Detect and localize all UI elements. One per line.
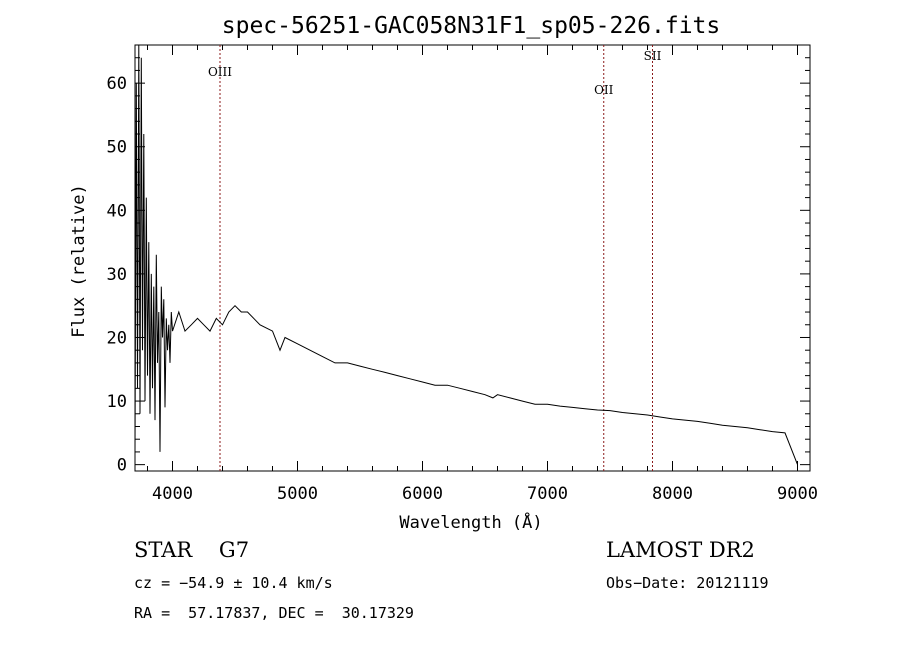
redshift-velocity: cz = −54.9 ± 10.4 km/s: [134, 574, 333, 592]
y-tick-label: 50: [107, 138, 127, 158]
coordinates: RA = 57.17837, DEC = 30.17329: [134, 604, 414, 622]
x-tick-label: 5000: [277, 484, 318, 504]
x-tick-label: 4000: [152, 484, 193, 504]
line-label-oiii: OIII: [208, 65, 232, 79]
x-tick-label: 9000: [777, 484, 818, 504]
observation-date: Obs−Date: 20121119: [606, 574, 769, 592]
spectrum-series: [134, 44, 798, 465]
plot-area: 4000 5000 6000 7000 8000 9000 0 10 20 30 40 50 60 OII…: [107, 44, 818, 504]
x-tick-label: 6000: [402, 484, 443, 504]
x-tick-label: 8000: [652, 484, 693, 504]
survey-name: LAMOST DR2: [606, 538, 755, 562]
plot-frame: [134, 44, 811, 472]
y-tick-label: 20: [107, 328, 127, 348]
x-tick-label: 7000: [527, 484, 568, 504]
y-axis-label: Flux (relative): [69, 184, 89, 338]
y-tick-label: 60: [107, 74, 127, 94]
chart-title: spec-56251-GAC058N31F1_sp05-226.fits: [222, 13, 721, 39]
y-axis-label-group: Flux (relative): [69, 184, 89, 338]
line-label-oii: OII: [594, 83, 614, 97]
y-tick-label: 10: [107, 392, 127, 412]
line-label-sii: SII: [644, 49, 662, 63]
object-class: STAR G7: [134, 538, 250, 562]
y-tick-label: 0: [117, 456, 127, 476]
x-axis-label: Wavelength (Å): [399, 511, 542, 533]
y-tick-label: 30: [107, 265, 127, 285]
y-tick-label: 40: [107, 201, 127, 221]
